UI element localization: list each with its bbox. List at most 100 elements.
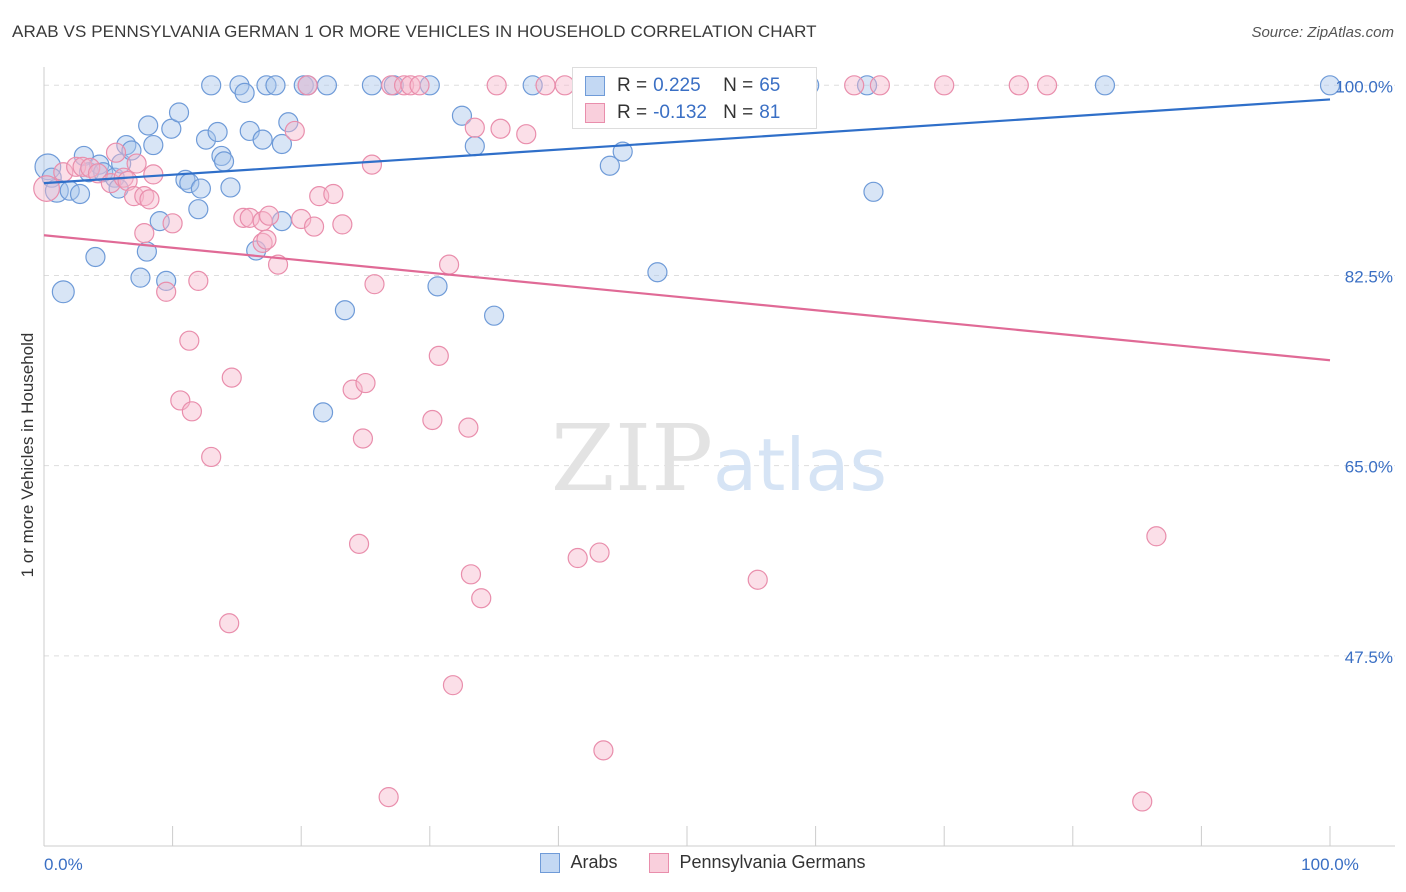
pg-point [201, 446, 222, 468]
arab-point [156, 270, 177, 292]
pg-point [323, 183, 344, 205]
pg-point [844, 75, 865, 96]
arab-point [149, 211, 170, 232]
tick-labels: 100.0% 82.5% 65.0% 47.5% 0.0% 100.0% [44, 77, 1393, 874]
arab-point [211, 145, 232, 167]
pg-point [535, 75, 556, 96]
pg-point [934, 75, 955, 96]
arab-point [188, 199, 209, 220]
arab-point [220, 177, 241, 198]
arab-point [484, 305, 505, 326]
pg-point [267, 254, 289, 275]
arab-point [1319, 75, 1341, 96]
arab-point [168, 102, 190, 123]
pg-point [464, 117, 485, 138]
pg-point [297, 75, 318, 96]
arab-trend-line [43, 98, 1331, 185]
pg-point [221, 367, 242, 388]
pg-point [460, 564, 482, 585]
arab-point [190, 178, 211, 199]
legend-item-arabs[interactable]: Arabs [540, 852, 617, 873]
pg-point [258, 205, 280, 226]
pg-n-value: 81 [759, 102, 781, 123]
arab-point [234, 82, 255, 104]
arab-point [312, 402, 334, 423]
arab-point [51, 280, 75, 304]
arab-point [316, 75, 338, 96]
source-credit: Source: ZipAtlas.com [1251, 24, 1394, 41]
arab-point [195, 129, 217, 150]
x-tick-label: 0.0% [44, 855, 83, 874]
pg-point [393, 75, 415, 96]
pg-point [156, 281, 177, 302]
legend-pg-swatch [649, 852, 670, 873]
pg-r-value: -0.132 [653, 102, 707, 123]
pg-point [126, 153, 147, 174]
pg-point [567, 547, 588, 569]
stats-box: R = 0.225 N = 65 R = -0.132 N = 81 [572, 67, 817, 129]
arab-point [207, 121, 228, 143]
arab-point [647, 262, 668, 283]
pg-point [348, 533, 370, 554]
pg-point [364, 274, 385, 295]
arab-point [427, 276, 448, 297]
y-tick-label: 47.5% [1345, 648, 1393, 667]
arab-point [121, 140, 142, 161]
legend-item-pg[interactable]: Pennsylvania Germans [649, 852, 866, 873]
pg-point [291, 208, 312, 230]
arab-point [464, 136, 485, 157]
pg-point [219, 613, 240, 634]
pg-r-label: R = [617, 102, 648, 123]
arab-point [213, 151, 235, 172]
pg-point [471, 588, 492, 609]
legend: Arabs Pennsylvania Germans [0, 852, 1406, 873]
pg-point [442, 675, 464, 696]
pg-point [188, 270, 209, 292]
pg-point [409, 75, 430, 96]
arab-point [143, 134, 164, 156]
pg-n-label: N = [723, 102, 754, 123]
pg-point [458, 417, 479, 438]
pg-point [143, 164, 164, 185]
legend-arabs-label: Arabs [570, 852, 618, 872]
stats-row-pg: R = -0.132 N = 81 [585, 101, 780, 125]
arab-point [271, 133, 293, 155]
pg-point [486, 75, 507, 96]
pg-point [422, 409, 443, 431]
chart-title: ARAB VS PENNSYLVANIA GERMAN 1 OR MORE VE… [12, 22, 817, 41]
pg-point [1132, 791, 1153, 812]
watermark: ZIP atlas [551, 405, 887, 512]
arab-point [130, 267, 151, 288]
y-tick-label: 82.5% [1345, 267, 1393, 286]
arab-point [265, 75, 286, 96]
pg-point [284, 120, 305, 142]
arabs-swatch [585, 76, 605, 96]
legend-pg-label: Pennsylvania Germans [679, 852, 866, 872]
pg-point [593, 740, 614, 761]
pg-swatch [585, 103, 605, 123]
watermark-zip: ZIP [551, 405, 713, 512]
arab-point [138, 115, 159, 136]
arabs-r-label: R = [617, 75, 648, 96]
arab-point [1094, 75, 1116, 96]
arab-point [599, 155, 620, 176]
arab-point [85, 246, 106, 268]
arab-point [69, 183, 91, 205]
pg-point [352, 428, 374, 449]
axes [43, 67, 1395, 847]
pg-point [332, 214, 353, 235]
pg-point [438, 254, 460, 275]
pg-point [869, 75, 891, 96]
pg-point [355, 372, 376, 394]
arabs-n-value: 65 [759, 75, 781, 96]
trend-lines [43, 98, 1331, 362]
pg-point [428, 345, 449, 366]
pg-point [134, 222, 155, 244]
pg-point [252, 232, 273, 253]
arab-point [201, 75, 222, 96]
legend-arabs-swatch [540, 852, 561, 873]
pg-trend-line [43, 234, 1331, 362]
arab-point [73, 145, 94, 167]
pg-point [342, 379, 363, 400]
